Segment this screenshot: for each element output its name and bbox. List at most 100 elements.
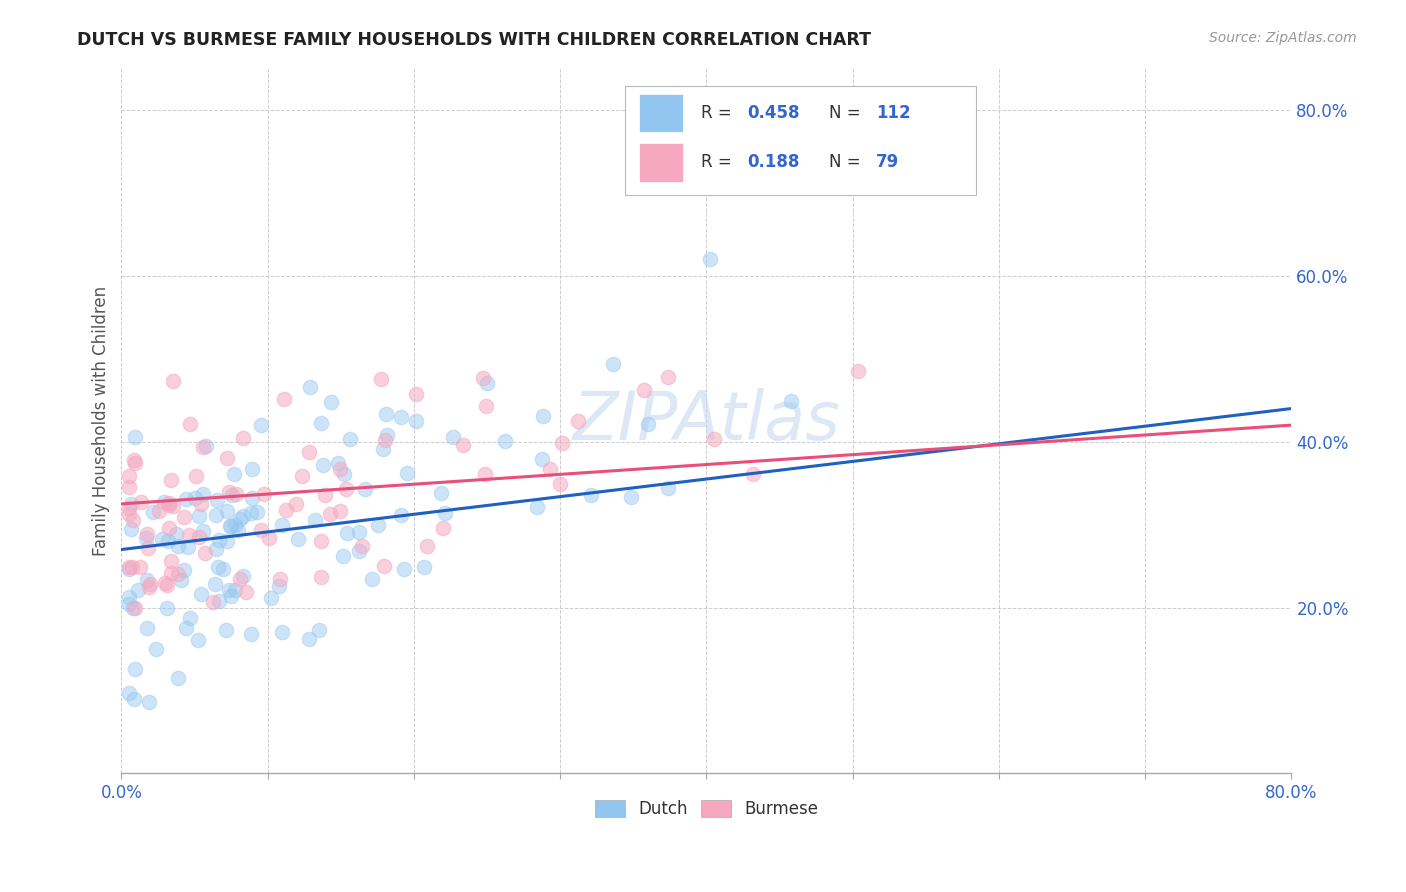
Point [129,495,152,509]
Point [118,597,141,611]
Point [354,482,377,496]
Point [193,487,215,501]
Point [165,526,187,541]
Point [361,572,384,586]
Point [232,431,254,445]
Point [271,625,294,640]
Point [204,508,226,522]
Point [208,593,231,607]
Point [176,540,198,554]
Point [127,582,149,597]
Point [194,439,217,453]
Point [138,580,160,594]
Point [184,491,207,505]
Point [179,611,201,625]
Point [347,524,370,539]
Point [246,505,269,519]
Point [538,461,561,475]
Point [741,467,763,482]
Text: Source: ZipAtlas.com: Source: ZipAtlas.com [1209,31,1357,45]
Point [240,627,263,641]
Point [259,591,281,606]
Point [118,468,141,483]
Point [162,499,184,513]
Point [124,456,146,470]
Point [145,642,167,657]
Point [218,485,240,500]
Point [405,414,427,428]
Point [526,500,548,514]
Point [160,554,183,568]
Point [148,504,170,518]
Point [430,486,453,500]
Point [232,508,254,523]
FancyBboxPatch shape [638,143,683,182]
Point [136,541,159,556]
Point [253,487,276,501]
Point [240,507,263,521]
Point [271,518,294,533]
FancyBboxPatch shape [624,87,976,195]
Text: ZIPAtlas: ZIPAtlas [572,388,841,454]
Point [276,503,298,517]
Point [699,252,721,266]
Point [250,417,273,432]
Point [290,469,312,483]
Point [159,566,181,580]
Point [201,595,224,609]
Point [167,566,190,581]
Point [657,369,679,384]
Text: 112: 112 [876,104,911,122]
Point [567,414,589,428]
Point [284,497,307,511]
Point [352,539,374,553]
Point [374,434,396,448]
Point [703,432,725,446]
Point [287,532,309,546]
Point [193,440,215,454]
Point [375,428,398,442]
Point [374,407,396,421]
Point [215,623,238,637]
Point [333,467,356,481]
Point [167,671,190,685]
Point [633,384,655,398]
Point [336,526,359,541]
Text: N =: N = [830,153,866,171]
Point [135,531,157,545]
Point [122,453,145,467]
Point [548,477,571,491]
Y-axis label: Family Households with Children: Family Households with Children [93,286,110,556]
Point [471,370,494,384]
Point [207,559,229,574]
Point [373,442,395,457]
Point [389,508,412,522]
Point [204,576,226,591]
Point [602,357,624,371]
Point [433,506,456,520]
Point [396,466,419,480]
Point [235,584,257,599]
Point [432,521,454,535]
Point [250,524,273,538]
Point [217,533,239,548]
Point [415,539,437,553]
Point [118,507,141,521]
Point [190,497,212,511]
Point [118,480,141,494]
Point [160,473,183,487]
Text: R =: R = [700,104,737,122]
Point [846,364,869,378]
Point [139,577,162,591]
Point [550,436,572,450]
Point [135,621,157,635]
Point [225,487,247,501]
Point [311,570,333,584]
Point [332,549,354,563]
Point [173,562,195,576]
Point [273,392,295,407]
Point [531,409,554,423]
Point [269,572,291,586]
Point [329,462,352,476]
Point [389,409,412,424]
